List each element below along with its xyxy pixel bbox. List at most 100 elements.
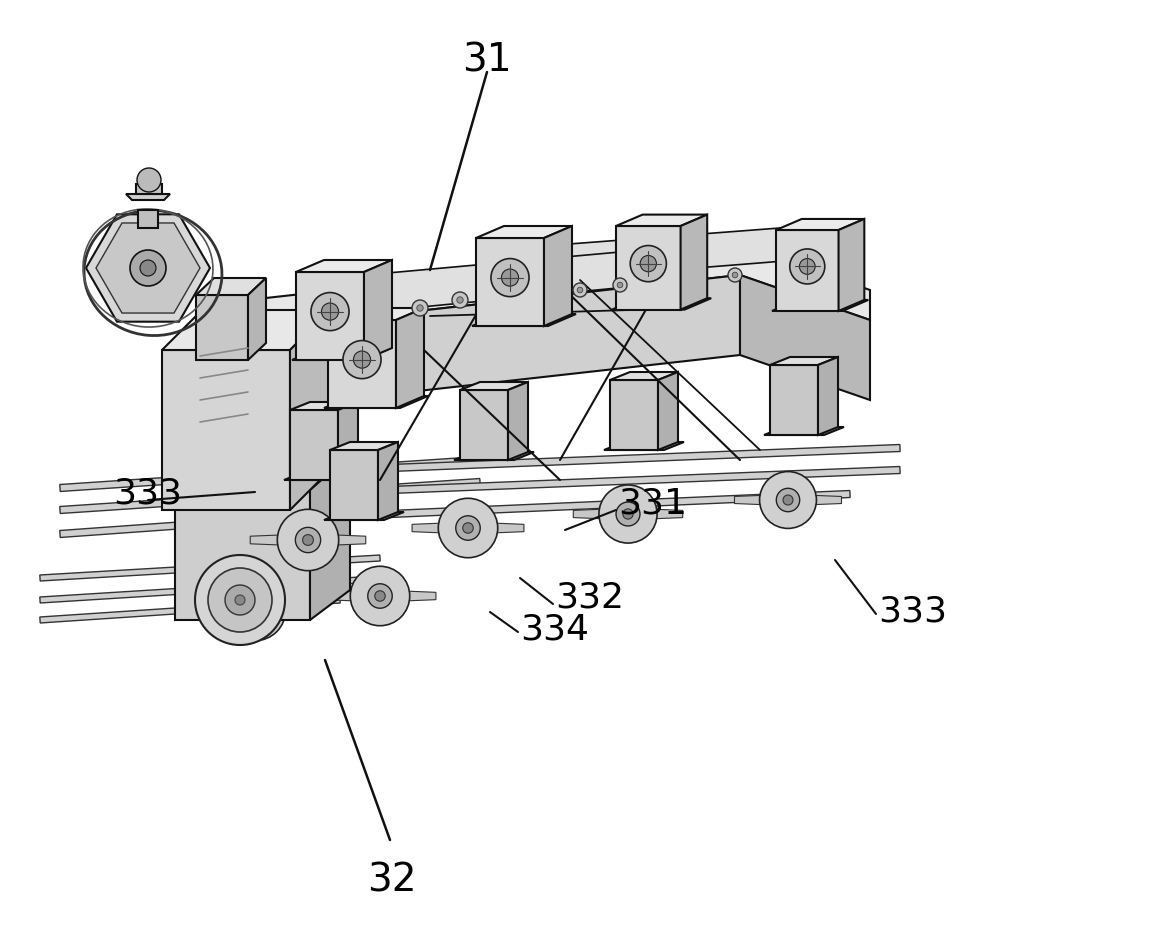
Circle shape [368,584,393,608]
Polygon shape [735,495,778,505]
Polygon shape [60,457,481,491]
Circle shape [502,269,518,286]
Text: 331: 331 [618,487,687,521]
Circle shape [302,534,313,545]
Polygon shape [770,357,838,365]
Circle shape [783,495,793,505]
Polygon shape [681,215,707,309]
Circle shape [207,568,272,632]
Polygon shape [162,310,331,350]
Circle shape [375,591,386,601]
Polygon shape [609,372,677,380]
Polygon shape [390,466,900,493]
Polygon shape [266,604,313,616]
Circle shape [640,256,656,272]
Circle shape [799,259,816,275]
Polygon shape [331,442,398,450]
Circle shape [224,579,286,641]
Polygon shape [319,534,366,545]
Polygon shape [311,252,700,310]
Polygon shape [459,382,529,390]
Polygon shape [197,604,244,616]
Polygon shape [248,275,740,410]
Polygon shape [175,490,311,620]
Polygon shape [838,219,864,311]
Circle shape [139,260,156,276]
Polygon shape [248,245,870,330]
Polygon shape [657,372,677,450]
Text: 332: 332 [556,581,624,615]
Circle shape [573,283,587,297]
Circle shape [631,246,667,282]
Polygon shape [60,478,481,514]
Circle shape [195,555,285,645]
Polygon shape [364,260,391,360]
Polygon shape [338,402,357,480]
Polygon shape [289,310,331,510]
Polygon shape [323,396,428,408]
Circle shape [599,485,657,543]
Text: 333: 333 [878,595,947,629]
Polygon shape [138,210,158,228]
Circle shape [354,351,370,368]
Polygon shape [764,427,844,435]
Circle shape [613,278,627,292]
Polygon shape [459,390,507,460]
Circle shape [577,287,582,292]
Polygon shape [96,223,200,313]
Polygon shape [328,320,396,408]
Polygon shape [292,348,396,360]
Polygon shape [476,238,544,326]
Polygon shape [40,555,380,581]
Polygon shape [604,442,684,450]
Polygon shape [251,534,298,545]
Polygon shape [798,495,841,505]
Circle shape [413,300,428,316]
Polygon shape [196,295,248,360]
Polygon shape [772,300,868,311]
Polygon shape [507,382,529,460]
Polygon shape [609,380,657,450]
Circle shape [250,604,260,616]
Circle shape [622,509,633,519]
Polygon shape [776,230,838,311]
Circle shape [417,304,423,311]
Polygon shape [289,402,357,410]
Circle shape [311,292,349,331]
Polygon shape [490,228,860,278]
Polygon shape [289,410,338,480]
Circle shape [456,516,481,540]
Polygon shape [478,522,524,533]
Polygon shape [40,597,340,623]
Polygon shape [175,455,350,490]
Polygon shape [40,577,360,603]
Text: 334: 334 [520,613,590,647]
Polygon shape [297,260,391,272]
Polygon shape [454,452,534,460]
Polygon shape [573,509,618,519]
Circle shape [452,292,468,308]
Circle shape [278,509,339,571]
Polygon shape [136,184,162,194]
Polygon shape [60,506,395,537]
Polygon shape [162,350,289,510]
Circle shape [295,528,321,553]
Polygon shape [616,215,707,226]
Circle shape [137,168,161,192]
Polygon shape [776,219,864,230]
Circle shape [130,250,166,286]
Polygon shape [390,590,436,601]
Circle shape [343,341,381,378]
Circle shape [776,488,799,512]
Text: 32: 32 [367,862,417,900]
Polygon shape [544,226,572,326]
Circle shape [243,598,267,623]
Polygon shape [196,278,266,295]
Circle shape [616,502,640,526]
Text: 333: 333 [113,477,182,511]
Polygon shape [325,590,369,601]
Polygon shape [331,450,379,520]
Circle shape [236,595,245,605]
Polygon shape [328,308,424,320]
Polygon shape [616,226,681,309]
